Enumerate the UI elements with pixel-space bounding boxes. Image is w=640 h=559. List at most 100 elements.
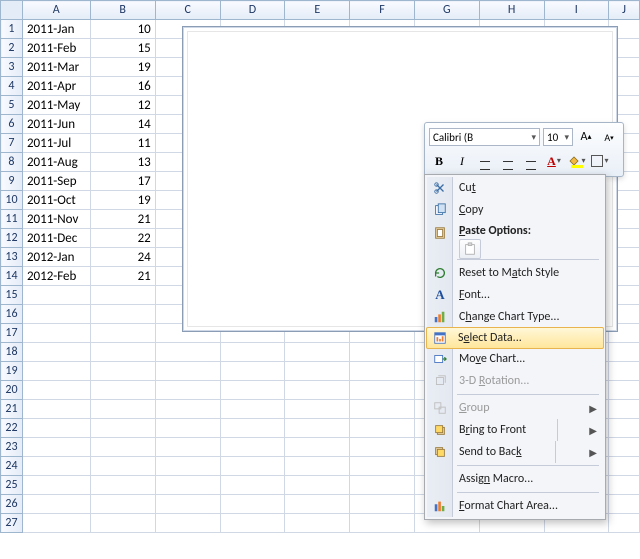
cell[interactable] [350, 476, 415, 495]
row-header[interactable]: 16 [1, 305, 23, 324]
cell[interactable] [609, 343, 640, 362]
menu-reset-style[interactable]: Reset to Match Style [427, 262, 603, 284]
cell[interactable] [220, 476, 285, 495]
font-name-combo[interactable]: Calibri (B ▾ [429, 128, 540, 146]
col-header-j[interactable]: J [609, 1, 640, 20]
cell[interactable] [155, 495, 220, 514]
cell[interactable] [220, 438, 285, 457]
border-button[interactable]: ▾ [590, 152, 610, 170]
row-header[interactable]: 20 [1, 381, 23, 400]
cell[interactable] [609, 476, 640, 495]
cell[interactable]: 14 [90, 115, 155, 134]
row-header[interactable]: 15 [1, 286, 23, 305]
row-header[interactable]: 7 [1, 134, 23, 153]
row-header[interactable]: 8 [1, 153, 23, 172]
col-header-b[interactable]: B [90, 1, 155, 20]
cell[interactable] [22, 400, 90, 419]
menu-font[interactable]: A Font... [427, 284, 603, 306]
cell[interactable]: 2011-Mar [22, 58, 90, 77]
cell[interactable]: 21 [90, 210, 155, 229]
cell[interactable] [22, 457, 90, 476]
bold-button[interactable]: B [429, 152, 449, 170]
cell[interactable] [350, 457, 415, 476]
cell[interactable]: 2011-May [22, 96, 90, 115]
cell[interactable]: 12 [90, 96, 155, 115]
col-header-h[interactable]: H [479, 1, 544, 20]
cell[interactable] [220, 514, 285, 533]
col-header-g[interactable]: G [414, 1, 479, 20]
menu-cut[interactable]: Cut [427, 177, 603, 199]
row-header[interactable]: 3 [1, 58, 23, 77]
row-header[interactable]: 12 [1, 229, 23, 248]
cell[interactable] [285, 457, 350, 476]
cell[interactable] [350, 438, 415, 457]
cell[interactable] [90, 438, 155, 457]
cell[interactable] [155, 514, 220, 533]
cell[interactable]: 10 [90, 20, 155, 39]
paste-option-button[interactable] [459, 239, 481, 259]
row-header[interactable]: 23 [1, 438, 23, 457]
cell[interactable] [90, 362, 155, 381]
row-header[interactable]: 2 [1, 39, 23, 58]
cell[interactable] [90, 381, 155, 400]
cell[interactable]: 17 [90, 172, 155, 191]
row-header[interactable]: 10 [1, 191, 23, 210]
menu-send-to-back[interactable]: Send to Back ▶ [427, 441, 603, 463]
cell[interactable] [90, 457, 155, 476]
row-header[interactable]: 26 [1, 495, 23, 514]
cell[interactable]: 2011-Nov [22, 210, 90, 229]
menu-bring-to-front[interactable]: Bring to Front ▶ [427, 419, 603, 441]
cell[interactable] [350, 362, 415, 381]
cell[interactable]: 2011-Oct [22, 191, 90, 210]
cell[interactable] [22, 381, 90, 400]
cell[interactable] [285, 343, 350, 362]
cell[interactable] [220, 381, 285, 400]
cell[interactable] [155, 400, 220, 419]
row-header[interactable]: 5 [1, 96, 23, 115]
cell[interactable]: 2011-Jun [22, 115, 90, 134]
menu-move-chart[interactable]: Move Chart... [427, 348, 603, 370]
cell[interactable]: 2011-Sep [22, 172, 90, 191]
cell[interactable] [350, 343, 415, 362]
cell[interactable]: 2011-Apr [22, 77, 90, 96]
cell[interactable] [155, 343, 220, 362]
cell[interactable]: 19 [90, 191, 155, 210]
col-header-i[interactable]: I [544, 1, 609, 20]
cell[interactable] [285, 362, 350, 381]
cell[interactable] [90, 514, 155, 533]
row-header[interactable]: 4 [1, 77, 23, 96]
shrink-font-button[interactable]: A▾ [599, 128, 619, 146]
row-header[interactable]: 21 [1, 400, 23, 419]
cell[interactable]: 16 [90, 77, 155, 96]
menu-assign-macro[interactable]: Assign Macro... [427, 468, 603, 490]
grow-font-button[interactable]: A▴ [576, 128, 596, 146]
cell[interactable] [285, 438, 350, 457]
cell[interactable] [609, 362, 640, 381]
align-center-button[interactable] [498, 152, 518, 170]
cell[interactable] [22, 324, 90, 343]
cell[interactable] [155, 419, 220, 438]
cell[interactable] [22, 438, 90, 457]
col-header-f[interactable]: F [350, 1, 415, 20]
col-header-c[interactable]: C [155, 1, 220, 20]
cell[interactable]: 2011-Feb [22, 39, 90, 58]
cell[interactable]: 2011-Dec [22, 229, 90, 248]
row-header[interactable]: 17 [1, 324, 23, 343]
row-header[interactable]: 24 [1, 457, 23, 476]
cell[interactable] [90, 324, 155, 343]
cell[interactable] [22, 286, 90, 305]
cell[interactable] [285, 495, 350, 514]
cell[interactable]: 21 [90, 267, 155, 286]
cell[interactable] [155, 438, 220, 457]
cell[interactable] [350, 514, 415, 533]
row-header[interactable]: 1 [1, 20, 23, 39]
cell[interactable] [90, 343, 155, 362]
align-left-button[interactable] [475, 152, 495, 170]
col-header-e[interactable]: E [285, 1, 350, 20]
cell[interactable] [155, 457, 220, 476]
row-header[interactable]: 11 [1, 210, 23, 229]
row-header[interactable]: 22 [1, 419, 23, 438]
cell[interactable] [285, 419, 350, 438]
cell[interactable] [609, 419, 640, 438]
cell[interactable] [285, 514, 350, 533]
